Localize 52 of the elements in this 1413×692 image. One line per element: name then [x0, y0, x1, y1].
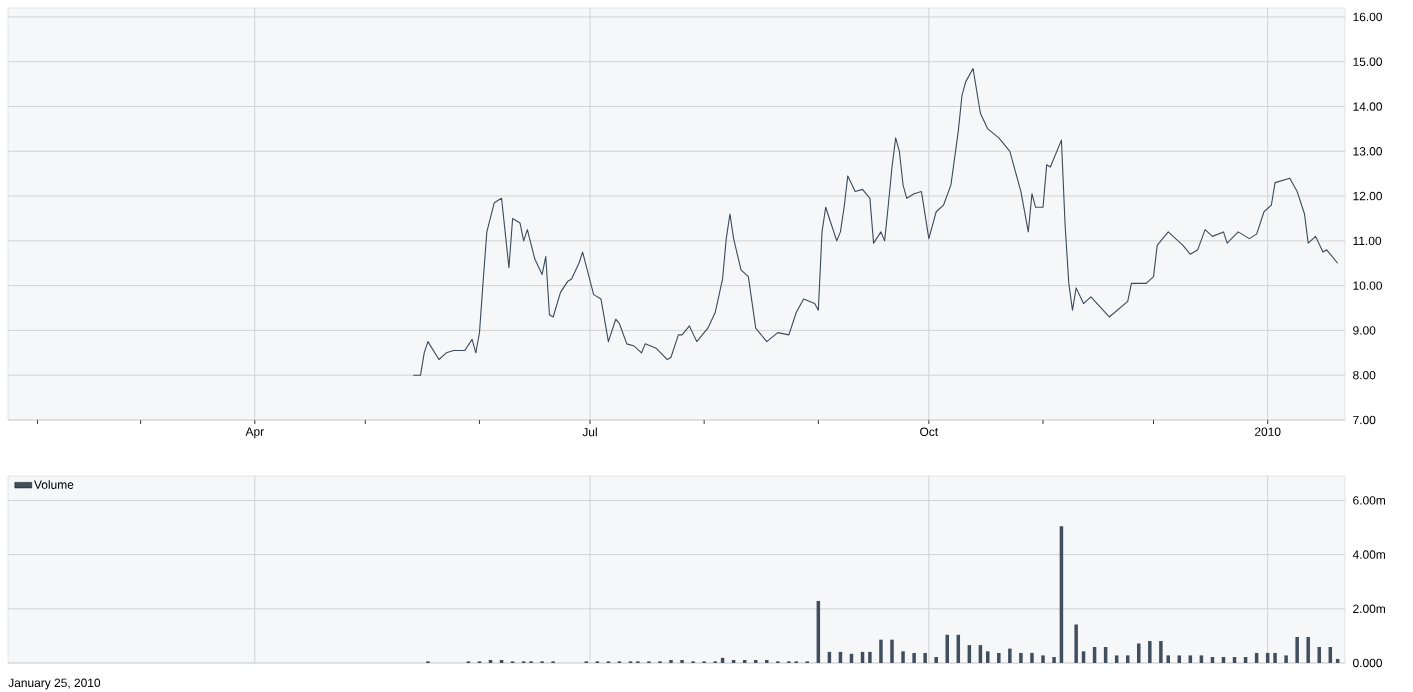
bar	[669, 660, 673, 663]
y-tick-label: 4.00m	[1352, 550, 1385, 559]
y-tick-label: 13.00	[1353, 147, 1383, 156]
bar	[890, 639, 894, 663]
bar	[986, 651, 990, 663]
bar	[1306, 636, 1310, 663]
bar	[1008, 648, 1012, 663]
legend-label: Volume	[34, 480, 74, 489]
text: January 25, 2010	[8, 678, 101, 690]
bar	[488, 660, 493, 663]
bar	[753, 660, 758, 663]
bar	[1074, 624, 1078, 663]
y-tick-label: 16.00	[1353, 12, 1383, 22]
bar	[765, 660, 769, 663]
bar	[1295, 636, 1299, 663]
x-tick-label: 2010	[1254, 427, 1281, 436]
y-tick-label: 12.00	[1353, 191, 1383, 201]
bar	[923, 652, 927, 663]
bar	[1030, 652, 1034, 663]
bar	[901, 651, 905, 663]
x-tick-label: Oct	[920, 427, 939, 436]
y-tick-label: 11.00	[1353, 236, 1382, 246]
bar	[879, 639, 883, 663]
bar	[1148, 641, 1152, 663]
bar	[499, 660, 504, 663]
bar	[731, 660, 736, 663]
bar	[742, 660, 747, 663]
y-tick-label: 8.00	[1353, 370, 1376, 380]
bar	[680, 660, 684, 663]
bar	[912, 652, 916, 663]
bar	[1159, 641, 1163, 663]
bar	[1019, 652, 1023, 663]
bar	[1041, 655, 1045, 663]
y-tick-label: 15.00	[1353, 57, 1383, 66]
y-tick-label: 6.00m	[1353, 496, 1385, 505]
bar	[1166, 655, 1170, 663]
bar	[868, 651, 872, 663]
y-tick-label: 9.00	[1353, 326, 1376, 335]
bar	[1137, 643, 1141, 663]
bar	[1052, 657, 1056, 663]
x-tick-label: Apr	[245, 427, 264, 439]
bar	[945, 634, 949, 663]
bar	[1284, 655, 1288, 663]
y-tick-label: 2.00m	[1353, 604, 1385, 614]
x-tick-label: Jul	[582, 427, 597, 437]
y-tick-label: 14.00	[1353, 102, 1383, 111]
y-tick-label: 10.00	[1353, 281, 1383, 290]
bar	[934, 657, 938, 663]
y-tick-label: 7.00	[1353, 415, 1376, 425]
bar	[1273, 652, 1277, 663]
bar	[997, 652, 1001, 663]
y-tick-label: 0.000	[1353, 658, 1383, 668]
